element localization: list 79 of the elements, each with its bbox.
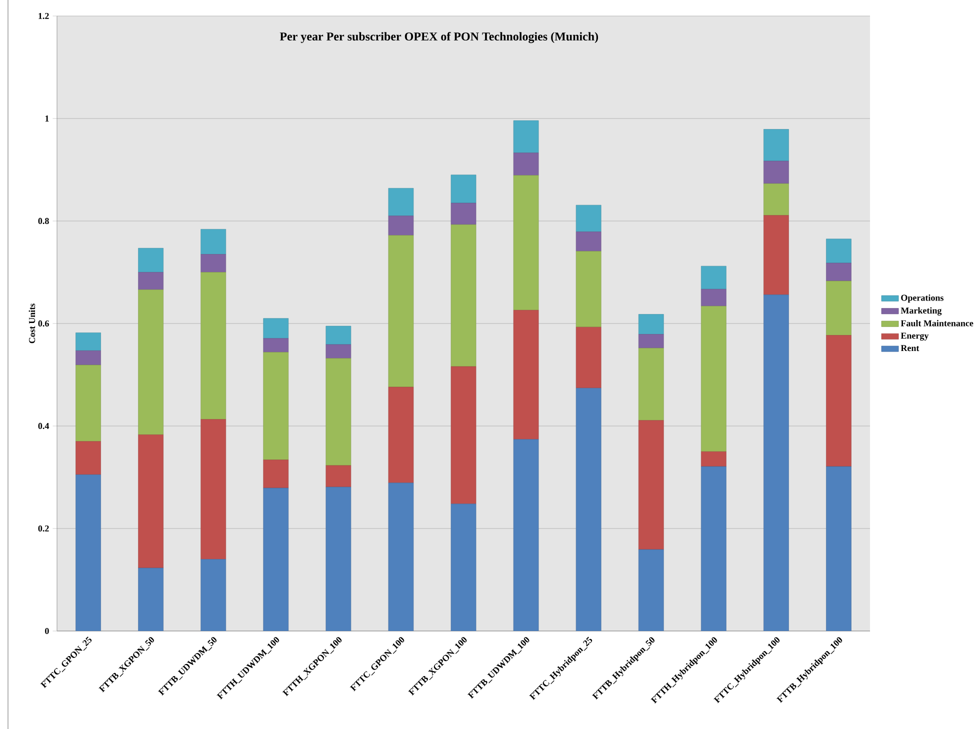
bar (576, 204, 602, 232)
bar (200, 254, 226, 272)
bar (388, 482, 414, 631)
y-axis-title: Cost Units (28, 304, 36, 344)
bar (513, 120, 539, 153)
legend-label: Fault Maintenance (900, 320, 974, 326)
bar (326, 486, 352, 631)
bar (701, 266, 726, 290)
bar (576, 232, 602, 252)
bar (764, 183, 789, 216)
legend-label: Operations (901, 294, 944, 303)
bar (701, 451, 726, 467)
bar (450, 224, 476, 367)
y-tick-label: 0.2 (38, 525, 49, 532)
y-tick-label: 1 (45, 116, 49, 122)
y-tick-label: 0.4 (38, 422, 50, 430)
bar (138, 568, 164, 631)
bar (76, 350, 101, 366)
legend-label: Energy (900, 332, 929, 341)
text: Per year Per subscriber OPEX of PON Technologies (Munich) (280, 32, 598, 44)
bar (576, 251, 602, 328)
bar (263, 352, 289, 460)
bar (200, 559, 226, 631)
bar (76, 474, 101, 631)
bar (450, 174, 476, 204)
bar (138, 290, 164, 435)
bar (200, 229, 226, 254)
bar (638, 334, 664, 348)
bar (701, 289, 726, 306)
bar (138, 248, 164, 272)
bar (326, 344, 352, 358)
bar (326, 326, 352, 345)
bar (138, 434, 164, 568)
bar (450, 366, 476, 504)
y-tick-label: 0.8 (38, 218, 49, 224)
bar (826, 238, 852, 264)
bar (701, 306, 726, 452)
bar (513, 439, 539, 631)
bar (638, 314, 664, 334)
bar (263, 318, 289, 339)
bar (263, 338, 289, 352)
bar (388, 235, 414, 388)
bar (388, 386, 414, 484)
bar (764, 215, 789, 295)
legend-label: Rent (900, 345, 920, 352)
bar (513, 310, 539, 440)
bar (576, 326, 602, 388)
bar (263, 488, 289, 631)
bar (138, 272, 164, 290)
bar (263, 460, 289, 488)
bar (76, 441, 101, 475)
bar (76, 332, 101, 351)
bar (326, 358, 352, 466)
bar (388, 216, 414, 236)
bar (576, 388, 602, 631)
bar (826, 280, 852, 336)
bar (826, 335, 852, 467)
bar (200, 419, 226, 560)
bar (76, 364, 101, 442)
bar (764, 160, 789, 184)
bar (701, 466, 726, 631)
bar (326, 465, 352, 488)
bar (450, 202, 476, 225)
bar (826, 466, 852, 631)
bar (200, 272, 226, 420)
bar (826, 262, 852, 282)
bar (638, 420, 664, 550)
y-tick-label: 0 (45, 628, 49, 634)
bar (513, 175, 539, 310)
bar (764, 129, 789, 162)
legend-label: Marketing (900, 307, 942, 316)
bar (638, 549, 664, 631)
bar (638, 348, 664, 421)
y-tick-label: 0.6 (38, 320, 49, 327)
bar (513, 152, 539, 176)
y-tick-label: 1.2 (38, 12, 49, 20)
bar (764, 294, 789, 631)
bar (450, 504, 476, 631)
bar (388, 188, 414, 216)
